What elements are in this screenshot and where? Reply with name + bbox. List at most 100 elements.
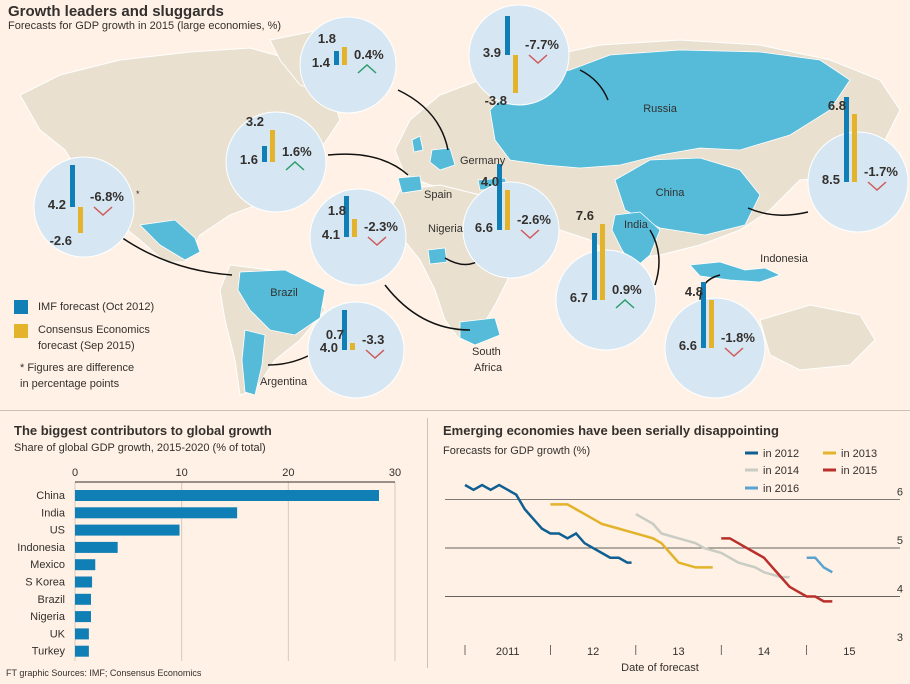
arrow-japan [579,69,609,101]
bar [75,576,93,588]
up-chevron-icon [285,160,305,171]
imf-swatch [14,300,28,314]
category-label: UK [50,628,66,640]
consensus-swatch [14,324,28,338]
y-tick-label: 4 [897,584,903,596]
arrow-argentina [267,354,311,366]
consensus-value: 6.8 [828,98,846,113]
imf-value: 1.4 [312,55,331,70]
down-chevron-icon [93,206,113,217]
consensus-bar [709,300,714,348]
place-label: India [624,219,649,231]
diff-value: 1.6% [282,144,312,159]
legend-label: in 2013 [841,448,877,460]
imf-value: 6.6 [475,220,493,235]
category-label: Indonesia [17,542,66,554]
bubble-circle [299,16,397,114]
consensus-legend-label-2: forecast (Sep 2015) [38,340,135,352]
diff-value: 0.9% [612,282,642,297]
down-chevron-icon [724,347,744,358]
x-tick-label: 13 [672,646,684,658]
place-label: Germany [460,155,506,167]
y-tick-label: 3 [897,632,903,644]
bubble-circle [807,131,909,233]
imf-bar [497,164,502,230]
consensus-bar [600,224,605,300]
series-line-3 [721,537,833,603]
series-line-2 [635,513,790,579]
imf-bar [592,233,597,300]
place-label: Russia [643,103,678,115]
bar-chart-title: The biggest contributors to global growt… [14,423,272,438]
diff-value: -6.8% [90,189,124,204]
category-label: China [36,490,66,502]
bar-chart-subtitle: Share of global GDP growth, 2015-2020 (%… [14,442,266,454]
diff-value: -3.3 [362,332,384,347]
bubble-indonesia: 6.6 4.8 -1.8% [664,282,766,399]
down-chevron-icon [867,181,887,192]
arrow-uk [327,153,409,176]
bar [75,593,91,605]
down-chevron-icon [520,229,540,240]
place-label: Nigeria [428,223,464,235]
category-label: US [50,525,65,537]
down-chevron-icon [367,236,387,247]
arrow-nigeria-2 [384,284,471,331]
imf-bar [344,196,349,237]
category-label: Mexico [30,559,65,571]
consensus-value: 4.0 [481,174,499,189]
diff-value: 0.4% [354,47,384,62]
consensus-bar [352,219,357,237]
place-label: China [656,187,686,199]
bar [75,490,379,501]
indonesia-shape [689,261,782,283]
footnote-mark: * [136,189,140,199]
bubble-nigeria: 4.1 1.8 -2.3% [309,188,407,286]
bubble-mexico: 4.2 -2.6 -6.8% * [33,156,140,258]
bubble-us: 1.4 1.8 0.4% [299,16,397,114]
diff-value: -1.8% [721,330,755,345]
imf-value: 1.6 [240,152,258,167]
consensus-bar [350,343,355,350]
consensus-value: 0.7 [326,327,344,342]
imf-value: 4.0 [320,340,338,355]
place-label: Spain [424,189,452,201]
imf-bar [505,16,510,55]
imf-bar [342,310,347,350]
consensus-bar [78,207,83,233]
series-line-4 [806,556,833,574]
imf-value: 4.2 [48,197,66,212]
category-label: Turkey [32,646,66,658]
mexico-shape [139,219,201,261]
imf-value: 4.1 [322,227,340,242]
place-label: Argentina [260,376,308,388]
nigeria-shape [427,247,448,265]
footer-source: FT graphic Sources: IMF; Consensus Econo… [6,668,202,678]
bar-chart: 0 10 20 30 China India US Indonesia Mexico S Kore… [17,467,401,661]
note-line-2: in percentage points [20,378,120,390]
category-label: Brazil [37,594,65,606]
place-label: Indonesia [760,253,809,265]
australia [759,304,876,371]
diff-value: -7.7% [525,37,559,52]
legend-label: in 2012 [763,448,799,460]
up-chevron-icon [615,298,635,309]
consensus-bar [342,47,347,65]
bubble-circle [307,301,405,399]
imf-value: 8.5 [822,172,840,187]
down-chevron-icon [528,54,548,65]
diff-value: -2.3% [364,219,398,234]
diff-value: -2.6% [517,212,551,227]
up-chevron-icon [357,63,377,74]
bar [75,524,180,536]
imf-value: 3.9 [483,45,501,60]
bubble-china: 8.5 6.8 -1.7% [807,97,909,233]
south-africa-shape [459,317,501,346]
bubble-circle [33,156,135,258]
bubble-circle [462,181,560,279]
x-tick-label: 30 [389,467,401,479]
category-label: Nigeria [30,611,66,623]
consensus-value: 4.8 [685,284,703,299]
india-shape [611,211,661,269]
imf-value: 6.7 [570,290,588,305]
